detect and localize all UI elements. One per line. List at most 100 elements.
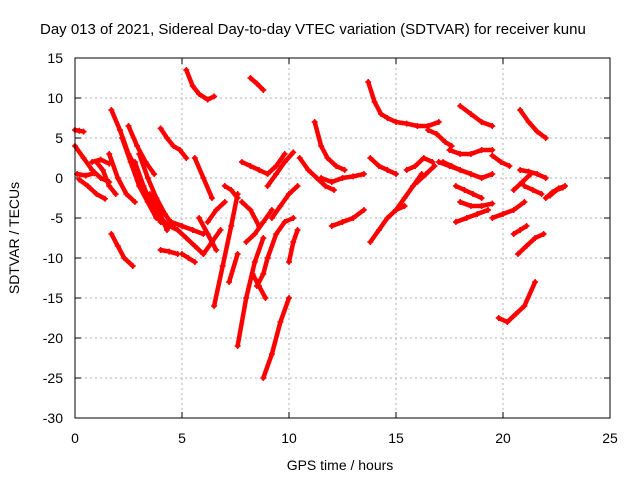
y-tick-label: 0 [55,170,63,186]
series-s05 [74,170,98,179]
data-point [260,271,267,277]
data-point [129,263,136,269]
data-point [234,195,241,201]
data-point [318,175,325,181]
grid [75,58,610,418]
data-point [256,167,263,173]
data-point [161,211,168,217]
data-point [328,223,335,229]
data-point [131,159,138,165]
data-point [525,168,532,175]
data-point [234,343,241,349]
data-point [170,143,177,149]
series-s42 [318,171,367,185]
data-point [238,159,245,165]
data-point [191,243,198,249]
data-point [489,171,496,177]
data-point [467,151,474,157]
y-axis-label: SDTVAR / TECUs [6,182,22,294]
series-s24 [108,231,136,269]
series-s57 [457,199,496,209]
data-point [164,135,171,141]
data-point [474,211,481,217]
series-s68 [547,184,566,199]
data-point [412,163,419,169]
data-point [277,203,284,209]
series-trace [286,227,300,265]
data-point [140,183,147,189]
data-point [365,79,372,85]
data-point [375,163,382,169]
data-point [330,187,337,193]
data-point [517,167,524,173]
data-point [234,251,241,257]
data-point [360,207,367,213]
data-point [125,123,132,129]
data-point [341,167,348,173]
series-s07 [106,151,138,205]
data-point [523,223,530,229]
data-point [264,255,271,261]
series-trace [517,107,549,141]
series-trace [169,219,206,237]
series-trace [457,199,495,209]
data-point [504,319,511,325]
series-s43 [328,207,367,229]
y-tick-label: -10 [43,250,63,266]
data-point [538,191,545,197]
data-point [510,231,517,237]
data-point [521,183,528,189]
data-point [489,152,496,159]
data-point [467,171,474,177]
series-s22 [204,199,228,225]
data-point [367,239,374,245]
series-s56 [489,152,513,169]
series-s01 [72,127,87,135]
data-point [311,119,318,125]
series-trace [94,159,118,197]
data-point [99,167,106,173]
series-trace [109,231,136,269]
series-s18 [179,251,198,265]
x-tick-label: 20 [495,430,511,446]
data-point [93,159,100,165]
series-s30 [260,295,292,381]
data-point [211,303,218,309]
data-point [318,143,325,149]
data-point [339,175,346,181]
data-point [277,319,284,325]
data-point [378,111,385,117]
data-point [251,259,258,265]
series-s23 [200,227,224,257]
series-trace [517,167,549,181]
data-point [164,227,171,233]
data-point [108,107,115,113]
data-point [410,183,417,189]
series-trace [184,67,217,102]
series-s17 [157,247,181,257]
data-series [72,67,569,381]
series-trace [453,183,484,201]
data-point [401,203,408,209]
y-tick-label: 5 [55,130,63,146]
data-point [108,231,115,237]
data-point [529,187,536,193]
series-trace [211,191,240,309]
data-point [183,155,190,161]
data-point [157,215,164,221]
data-point [457,167,464,173]
data-point [452,219,459,225]
series-s49 [414,163,438,185]
data-point [322,183,329,189]
series-trace [243,207,275,245]
data-point [517,227,524,233]
series-trace [265,215,296,261]
series-s27 [234,235,267,349]
data-point [268,351,275,357]
data-point [144,175,151,181]
data-point [489,200,496,207]
series-trace [496,279,538,325]
data-point [191,259,198,265]
data-point [467,203,474,209]
x-tick-label: 15 [388,430,404,446]
